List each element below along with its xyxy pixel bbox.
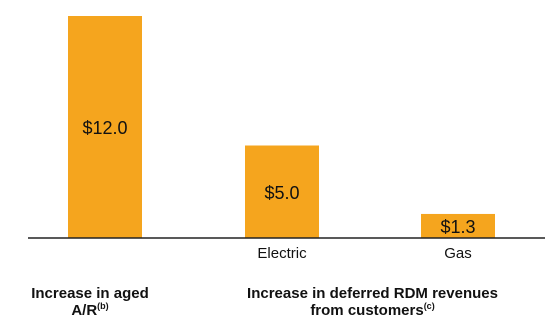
group-title-aged-ar-line1: Increase in aged (31, 285, 149, 302)
x-tick-label-3: Gas (444, 245, 472, 262)
data-label-1: $12.0 (82, 118, 127, 138)
group-title-rdm-revenues: Increase in deferred RDM revenues from c… (200, 285, 545, 319)
x-tick-label-2: Electric (257, 245, 307, 262)
group-title-rdm-line1: Increase in deferred RDM revenues (247, 285, 498, 302)
bar-2 (245, 145, 319, 238)
group-title-aged-ar: Increase in aged A/R(b) (0, 285, 180, 319)
bar-3 (421, 213, 495, 238)
footnote-c: (c) (423, 301, 435, 311)
data-label-2: $5.0 (264, 183, 299, 203)
group-title-aged-ar-line2: A/R (71, 302, 98, 319)
bar-1 (68, 16, 142, 238)
data-label-3: $1.3 (440, 217, 475, 237)
footnote-b: (b) (97, 301, 109, 311)
group-title-rdm-line2: from customers (310, 302, 424, 319)
